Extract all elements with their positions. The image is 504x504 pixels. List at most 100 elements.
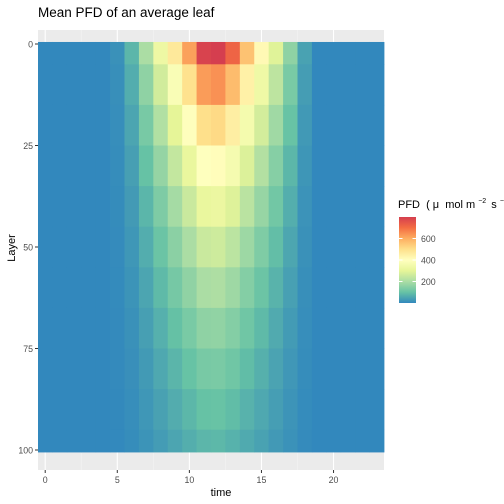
heatmap-cell <box>326 104 342 146</box>
heatmap-cell <box>124 226 140 268</box>
legend-tick-label: 400 <box>421 256 436 266</box>
heatmap-cell <box>38 41 53 65</box>
heatmap-cell <box>340 429 356 453</box>
heatmap-cell <box>225 348 241 390</box>
heatmap-cell <box>81 64 97 106</box>
heatmap-cell <box>66 389 82 431</box>
heatmap-cell <box>311 389 327 431</box>
heatmap-cell <box>311 64 327 106</box>
heatmap-cell <box>138 226 154 268</box>
heatmap-cell <box>340 41 356 65</box>
heatmap-cell <box>283 104 298 146</box>
heatmap-cell <box>254 64 270 106</box>
heatmap-cell <box>182 348 197 390</box>
heatmap-cell <box>326 267 342 309</box>
heatmap-cell <box>66 41 82 65</box>
heatmap-cell <box>167 389 183 431</box>
heatmap-cell <box>38 104 53 146</box>
heatmap-cell <box>254 104 270 146</box>
heatmap-cell <box>340 64 356 106</box>
heatmap-cell <box>196 145 212 187</box>
heatmap-cell <box>196 267 212 309</box>
heatmap-cell <box>211 348 226 390</box>
heatmap-cell <box>268 145 284 187</box>
heatmap-cell <box>81 307 97 349</box>
legend-colorbar <box>399 217 416 303</box>
heatmap-cell <box>268 389 284 431</box>
heatmap-cell <box>138 429 154 453</box>
heatmap-cell <box>211 104 226 146</box>
heatmap-cell <box>268 267 284 309</box>
heatmap-cell <box>196 348 212 390</box>
heatmap-cell <box>254 429 270 453</box>
legend-title-s: s <box>491 199 497 211</box>
heatmap-cell <box>340 104 356 146</box>
y-tick-label: 0 <box>28 40 33 50</box>
heatmap-cell <box>283 429 298 453</box>
heatmap-cell <box>211 389 226 431</box>
heatmap-cell <box>52 186 68 228</box>
heatmap-cell <box>153 348 169 390</box>
heatmap-cell <box>52 145 68 187</box>
x-tick-label: 20 <box>329 475 339 485</box>
heatmap-cell <box>138 145 154 187</box>
heatmap-cell <box>326 348 342 390</box>
heatmap-cell <box>268 186 284 228</box>
heatmap-cell <box>66 348 82 390</box>
legend-title-open-paren: ( <box>426 199 430 211</box>
heatmap-cell <box>153 186 169 228</box>
legend-title-sup-s: −1 <box>500 198 504 205</box>
heatmap-cell <box>369 429 385 453</box>
heatmap-cell <box>66 226 82 268</box>
heatmap-cell <box>38 145 53 187</box>
heatmap-cell <box>355 267 370 309</box>
heatmap-cell <box>138 104 154 146</box>
heatmap-cell <box>153 307 169 349</box>
x-tick-label: 10 <box>184 475 194 485</box>
heatmap-cell <box>369 226 385 268</box>
heatmap-cell <box>167 41 183 65</box>
heatmap-cell <box>66 64 82 106</box>
heatmap-cell <box>297 226 313 268</box>
heatmap-cell <box>66 307 82 349</box>
legend-title-sup-m: −2 <box>478 198 486 205</box>
heatmap-cell <box>268 64 284 106</box>
heatmap-cell <box>124 64 140 106</box>
heatmap-cell <box>110 41 125 65</box>
heatmap-cell <box>153 267 169 309</box>
heatmap-cell <box>167 145 183 187</box>
heatmap-cell <box>283 226 298 268</box>
heatmap-cell <box>268 429 284 453</box>
heatmap-cell <box>225 226 241 268</box>
heatmap-cell <box>369 41 385 65</box>
heatmap-cell <box>110 186 125 228</box>
heatmap-cell <box>196 64 212 106</box>
heatmap-cell <box>369 145 385 187</box>
heatmap-cell <box>311 41 327 65</box>
heatmap-cell <box>311 348 327 390</box>
heatmap-cell <box>138 389 154 431</box>
heatmap-cell <box>283 389 298 431</box>
heatmap-cell <box>95 186 111 228</box>
heatmap-cell <box>239 267 255 309</box>
heatmap-cell <box>196 186 212 228</box>
legend-tick-label: 600 <box>421 234 436 244</box>
heatmap-cell <box>38 389 53 431</box>
heatmap-cell <box>311 267 327 309</box>
heatmap-cell <box>311 226 327 268</box>
heatmap-cell <box>52 226 68 268</box>
heatmap-cell <box>52 429 68 453</box>
heatmap-cell <box>167 307 183 349</box>
heatmap-cell <box>254 389 270 431</box>
legend-title-main: PFD <box>398 199 420 211</box>
heatmap-cell <box>297 429 313 453</box>
heatmap-cell <box>225 145 241 187</box>
heatmap-cell <box>311 307 327 349</box>
heatmap-cell <box>369 348 385 390</box>
heatmap-cell <box>182 145 197 187</box>
heatmap-cell <box>110 429 125 453</box>
heatmap-cell <box>167 348 183 390</box>
heatmap-cell <box>138 186 154 228</box>
heatmap-cell <box>138 41 154 65</box>
chart-title: Mean PFD of an average leaf <box>38 5 215 20</box>
